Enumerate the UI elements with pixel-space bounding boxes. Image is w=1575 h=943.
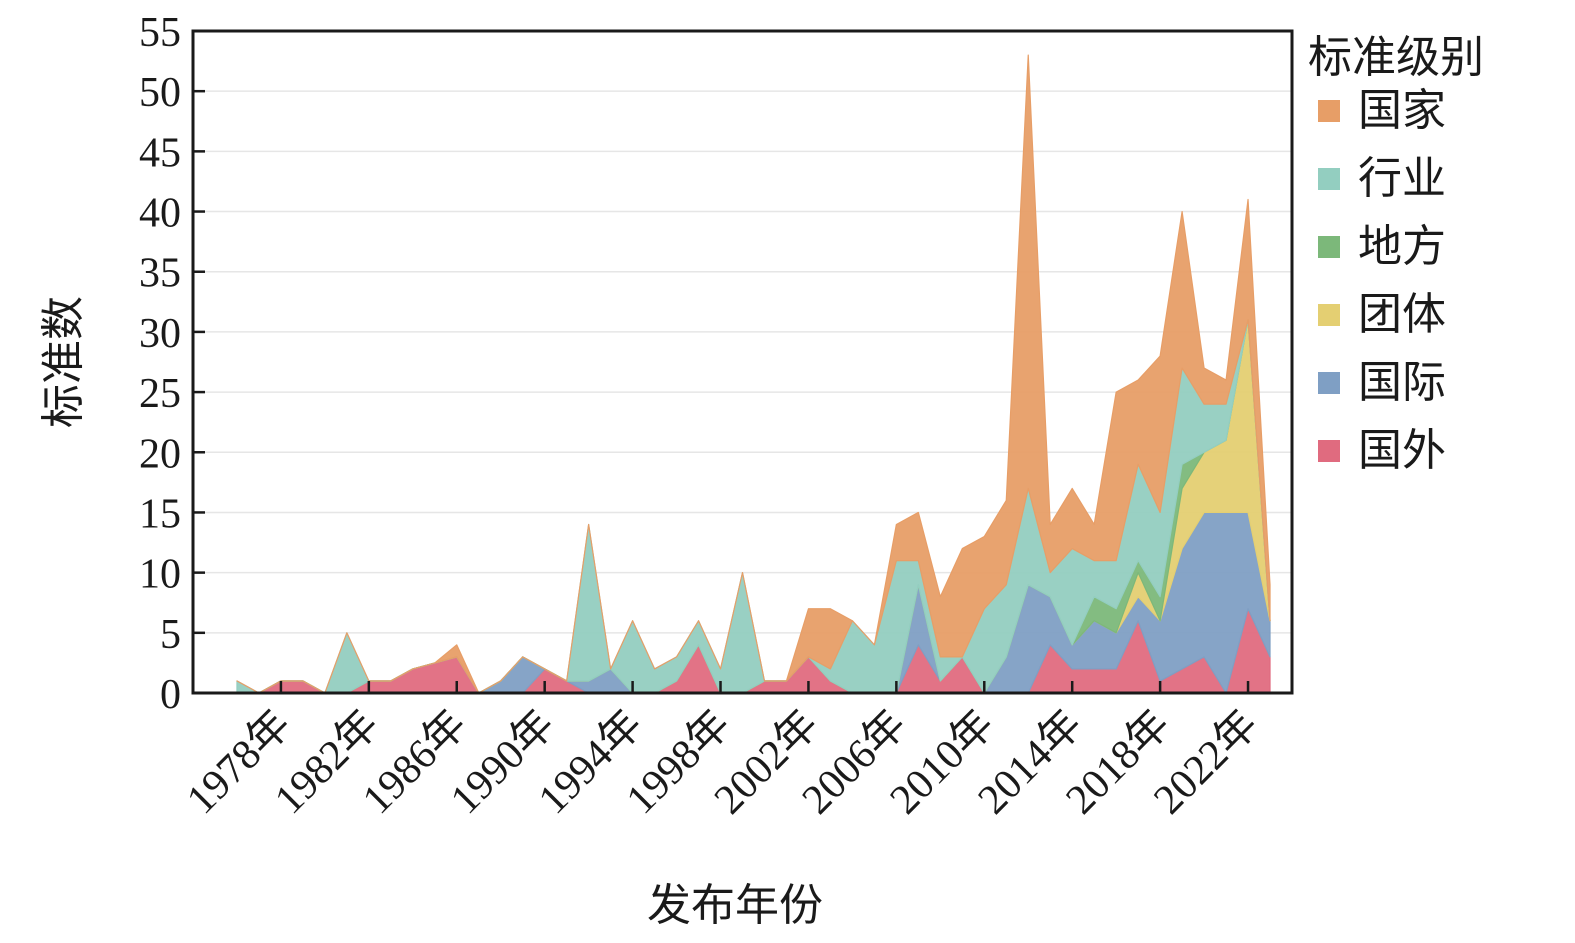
area-国家 bbox=[236, 54, 1271, 694]
y-tick-label-50: 50 bbox=[139, 70, 181, 116]
x-axis-title: 发布年份 bbox=[647, 880, 823, 931]
legend-label-地方: 地方 bbox=[1358, 221, 1446, 272]
x-axis-ticks: 1978年1982年1986年1990年1994年1998年2002年2006年… bbox=[178, 681, 1267, 823]
legend-label-行业: 行业 bbox=[1358, 153, 1446, 204]
legend-title: 标准级别 bbox=[1308, 32, 1484, 83]
legend-swatch-国家 bbox=[1318, 100, 1340, 122]
legend-swatch-团体 bbox=[1318, 304, 1340, 326]
legend-swatch-地方 bbox=[1318, 236, 1340, 258]
legend-label-国际: 国际 bbox=[1358, 357, 1446, 408]
legend-label-团体: 团体 bbox=[1358, 289, 1446, 340]
y-tick-label-15: 15 bbox=[139, 491, 181, 537]
legend-swatch-国际 bbox=[1318, 372, 1340, 394]
y-tick-label-25: 25 bbox=[139, 371, 181, 417]
y-axis-ticks: 0 5 10 15 20 25 30 35 40 45 50 55 bbox=[139, 10, 205, 718]
y-tick-label-5: 5 bbox=[160, 612, 181, 658]
legend-swatch-行业 bbox=[1318, 168, 1340, 190]
y-tick-label-55: 55 bbox=[139, 10, 181, 56]
stacked-areas bbox=[236, 54, 1271, 694]
plot-frame bbox=[191, 29, 1294, 695]
legend-swatch-国外 bbox=[1318, 440, 1340, 462]
y-axis-title: 标准数 bbox=[38, 296, 89, 428]
y-tick-label-20: 20 bbox=[139, 431, 181, 477]
legend-label-国家: 国家 bbox=[1358, 85, 1446, 136]
y-tick-label-30: 30 bbox=[139, 311, 181, 357]
y-tick-label-45: 45 bbox=[139, 130, 181, 176]
y-tick-label-35: 35 bbox=[139, 251, 181, 297]
y-tick-label-40: 40 bbox=[139, 191, 181, 237]
y-tick-label-10: 10 bbox=[139, 552, 181, 598]
y-tick-label-0: 0 bbox=[160, 672, 181, 718]
legend-label-国外: 国外 bbox=[1358, 425, 1446, 476]
